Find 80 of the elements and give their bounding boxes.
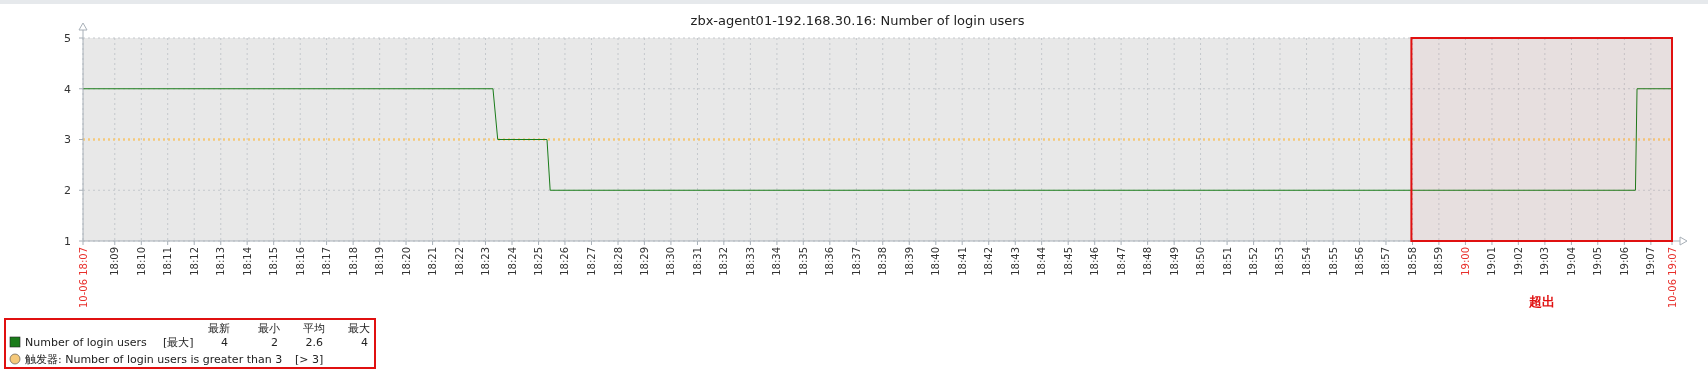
text: 最新 — [208, 322, 230, 335]
x-tick-label: 18:17 — [321, 247, 333, 276]
text: 4 — [221, 336, 228, 349]
text: 2.6 — [305, 336, 323, 349]
y-tick-label: 5 — [64, 31, 71, 45]
x-tick-label: 18:42 — [983, 247, 995, 276]
x-tick-label: 18:51 — [1221, 247, 1233, 276]
x-tick-label: 18:12 — [188, 247, 200, 276]
x-tick-label: 19:06 — [1618, 247, 1630, 276]
text: 最小 — [258, 322, 280, 335]
x-tick-label: 18:43 — [1009, 247, 1021, 276]
x-tick-label: 18:54 — [1301, 247, 1313, 276]
y-tick-label: 1 — [64, 234, 71, 248]
x-tick-label: 18:48 — [1142, 247, 1154, 276]
x-tick-label: 19:04 — [1565, 247, 1577, 276]
x-tick-label: 19:03 — [1539, 247, 1551, 276]
x-tick-label: 19:07 — [1645, 247, 1657, 276]
x-tick-label: 19:01 — [1486, 247, 1498, 276]
x-tick-label: 18:59 — [1433, 247, 1445, 276]
x-tick-label: 18:14 — [241, 247, 253, 276]
x-tick-label: 18:50 — [1195, 247, 1207, 276]
text: [最大] — [163, 336, 194, 349]
y-tick-label: 2 — [64, 184, 71, 198]
x-tick-label: 18:26 — [559, 247, 571, 276]
text: [> 3] — [295, 353, 324, 366]
x-tick-label: 18:15 — [268, 247, 280, 276]
legend-label: Number of login users — [25, 336, 148, 349]
x-tick-label: 18:41 — [956, 247, 968, 276]
x-tick-label: 18:23 — [479, 247, 491, 276]
text: 2 — [271, 336, 278, 349]
x-tick-label: 18:57 — [1380, 247, 1392, 276]
x-tick-label: 18:55 — [1327, 247, 1339, 276]
x-tick-label: 18:31 — [691, 247, 703, 276]
x-tick-label: 18:27 — [585, 247, 597, 276]
chart-title: zbx-agent01-192.168.30.16: Number of login users — [690, 13, 1025, 28]
x-tick-label: 18:39 — [903, 247, 915, 276]
x-tick-label: 18:47 — [1115, 247, 1127, 276]
x-tick-label: 18:33 — [744, 247, 756, 276]
x-tick-label: 18:18 — [347, 247, 359, 276]
x-tick-label: 18:10 — [135, 247, 147, 276]
x-tick-label: 18:16 — [294, 247, 306, 276]
x-tick-label: 18:20 — [400, 247, 412, 276]
x-tick-label: 18:11 — [162, 247, 174, 276]
x-tick-label: 18:21 — [427, 247, 439, 276]
x-tick-label: 18:38 — [877, 247, 889, 276]
x-tick-label: 18:45 — [1062, 247, 1074, 276]
text: 最大 — [348, 322, 370, 335]
x-tick-label: 19:05 — [1592, 247, 1604, 276]
x-tick-label: 18:13 — [215, 247, 227, 276]
x-tick-label: 18:28 — [612, 247, 624, 276]
band-label: 超出 — [1527, 294, 1555, 309]
text: 平均 — [303, 322, 325, 335]
x-tick-label: 19:02 — [1512, 247, 1524, 276]
x-tick-label: 18:09 — [109, 247, 121, 276]
x-tick-label: 18:29 — [638, 247, 650, 276]
x-tick-label: 18:36 — [824, 247, 836, 276]
x-tick-label: 18:46 — [1089, 247, 1101, 276]
x-tick-label: 18:19 — [374, 247, 386, 276]
x-tick-label: 10-06 19:07 — [1666, 247, 1678, 309]
x-tick-label: 18:37 — [850, 247, 862, 276]
x-tick-label: 18:30 — [665, 247, 677, 276]
x-tick-label: 18:24 — [506, 247, 518, 276]
legend-label: 触发器: Number of login users is greater than 3 — [25, 353, 283, 366]
x-tick-label: 18:53 — [1274, 247, 1286, 276]
x-tick-label: 18:35 — [797, 247, 809, 276]
y-tick-label: 3 — [64, 133, 71, 147]
x-tick-label: 18:40 — [930, 247, 942, 276]
x-tick-label: 18:49 — [1168, 247, 1180, 276]
x-tick-label: 18:22 — [453, 247, 465, 276]
x-tick-label: 18:44 — [1036, 247, 1048, 276]
x-tick-label: 18:56 — [1353, 247, 1365, 276]
x-tick-label: 18:34 — [771, 247, 783, 276]
x-tick-label: 10-06 18:07 — [77, 247, 89, 309]
x-tick-label: 18:32 — [718, 247, 730, 276]
x-tick-label: 18:58 — [1407, 247, 1419, 276]
x-tick-label: 18:52 — [1248, 247, 1260, 276]
x-tick-label: 19:00 — [1459, 247, 1471, 276]
text: 4 — [361, 336, 368, 349]
x-tick-label: 18:25 — [533, 247, 545, 276]
y-tick-label: 4 — [64, 82, 71, 96]
